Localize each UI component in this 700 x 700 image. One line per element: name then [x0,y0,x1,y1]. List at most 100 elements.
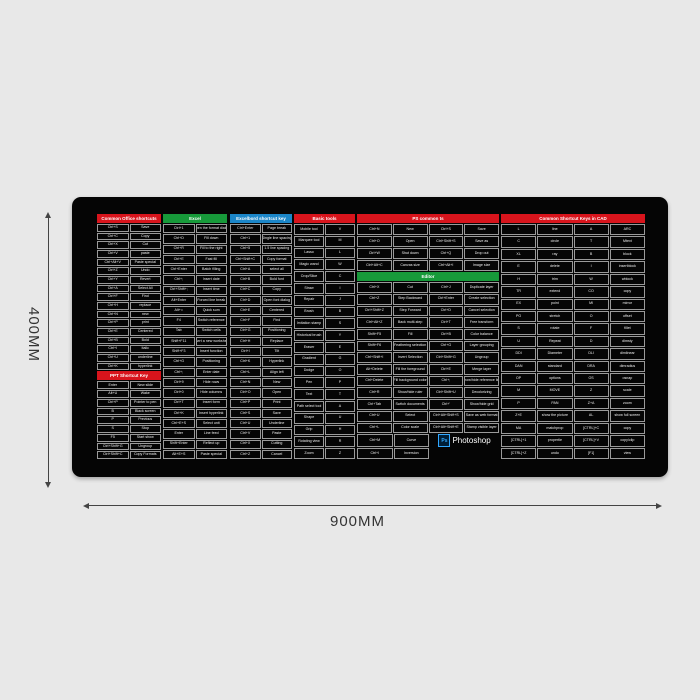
shortcut-action: Show/hide reference line [464,375,499,387]
shortcut-action: Paste special [195,449,227,460]
shortcut-row: Alt+U Wake [97,390,161,398]
shortcut-action: dimlinear [609,348,645,360]
shortcut-row: Ctrl+Shift+G Ungroup [97,442,161,451]
shortcut-key: [CTRL]+1 [501,435,537,447]
shortcut-key: Ctrl+O [357,236,392,248]
shortcut-action: Enter date [195,367,227,377]
shortcut-action: Bold font [261,275,292,285]
shortcut-action: Drop out [464,248,499,260]
shortcut-key: B [573,248,609,261]
shortcut-action: V [325,224,355,235]
shortcut-row: Alt+= Quick sum [163,306,227,316]
shortcut-key: Zoom [294,448,324,459]
shortcut-key: [CTRL]+V [573,435,609,447]
shortcut-action: Bold [129,336,161,345]
shortcut-action: Start show [129,433,161,442]
shortcut-row: Imitation stamp S [294,318,355,330]
shortcut-key: Ctrl+R [357,387,392,399]
shortcut-action: Forced line break [195,295,227,306]
shortcut-key: Ctrl+; [163,367,195,377]
width-dimension-line [86,505,656,506]
shortcut-action: Duplicate layer [464,282,499,293]
shortcut-row: Ctrl+R Fill to the right [163,244,227,254]
photoshop-logo-text: Photoshop [452,436,491,446]
shortcut-action: Switch cells [195,326,227,336]
shortcut-row: Ctrl+Shift+; Insert time [163,285,227,295]
shortcut-row: Ctrl+D Open font dialog [230,295,292,306]
shortcut-action: Align left [261,367,292,377]
shortcut-key: Ctrl+Delete [357,375,392,387]
shortcut-key: Ctrl+Alt+Z [357,317,392,328]
shortcut-key: Alt+Enter [163,295,195,306]
shortcut-key: Tab [163,326,195,336]
shortcut-row: Ctrl+; Insert date [163,275,227,285]
shortcut-action: Select [392,410,428,422]
shortcut-action: Replace [261,336,292,347]
shortcut-key: Historical brush [294,330,324,341]
shortcut-row: Ctrl+X Cut [97,241,161,250]
shortcut-key: Ctrl+G [163,357,195,367]
arrow-down-icon [45,482,51,491]
shortcut-action: Cut [129,241,161,250]
shortcut-key: Ctrl+K [163,408,195,419]
shortcut-key: Gradient [294,353,324,365]
shortcut-key: MA [501,422,537,435]
shortcut-key: Z [573,385,609,397]
shortcut-action: New [261,377,292,388]
shortcut-row: Ctrl+Alt+C Canvas size Ctrl+Alt+I Image siz… [357,260,499,272]
shortcut-row: Ctrl+A select all [230,265,292,275]
shortcut-action: scale [609,385,645,397]
shortcut-action: block [609,248,645,261]
shortcut-key: Ctrl+E [428,364,464,375]
shortcut-key: Ctrl+S [230,408,261,419]
shortcut-action: show the picture [537,410,573,422]
shortcut-row: Ctrl+Alt+V Paste special [97,258,161,267]
shortcut-key: Ctrl+J [428,282,464,293]
shortcut-row: P PAN Z+A zoom [501,397,645,410]
excel-section: Excel Ctrl+1Open the format dialogCtrl+D… [163,214,227,460]
shortcut-action: hyperlink [129,362,161,371]
height-label: 400MM [25,306,43,363]
shortcut-action: Canvas size [392,260,428,272]
shortcut-action: point [537,298,573,310]
shortcut-key: Ctrl+; [428,375,464,387]
shortcut-action: B [325,306,355,318]
shortcut-action: J [325,294,355,306]
shortcut-row: Ctrl+5 1.5 line spacing [230,244,292,254]
shortcut-key: Mobile tool [294,224,324,235]
word-header: Excelbord shortcut key [230,214,292,223]
shortcut-action: extend [537,286,573,298]
shortcut-row: Ctrl+A Select All [97,284,161,293]
shortcut-key: Ctrl+L [357,422,392,434]
shortcut-row: Lasso L [294,247,355,259]
shortcut-key: DAN [501,360,537,373]
shortcut-key: Ctrl+P [230,398,261,408]
shortcut-action: Fill down [195,234,227,244]
shortcut-action: Save as [464,236,499,248]
shortcut-key: Lasso [294,247,324,259]
shortcut-key: Grip [294,424,324,436]
shortcut-action: copy [609,286,645,298]
shortcut-action: Inversion [393,448,430,459]
shortcut-action: Ungroup [464,352,499,364]
shortcut-action: Single line spacing [261,234,292,244]
shortcut-action: Image size [464,260,499,272]
shortcut-row: Ctrl+P print [97,319,161,328]
shortcut-row: Straw I [294,282,355,294]
shortcut-key: Text [294,389,324,400]
shortcut-key: Ctrl+1 [230,234,261,244]
shortcut-action: Feathering selection [392,340,428,352]
shortcut-row: Ctrl+Shift+C Copy format [230,254,292,265]
shortcut-action: circle [537,236,573,248]
shortcut-action: Underline [261,419,292,429]
shortcut-row: Ctrl+M Curve Ps Photoshop [357,434,499,448]
shortcut-action: wblock [609,273,645,286]
shortcut-key: L [501,224,537,236]
shortcut-row: Ctrl+S Save [97,224,161,232]
height-dimension-line [48,214,49,484]
shortcut-action: Positioning [195,357,227,367]
shortcut-key: Ctrl+A [230,265,261,275]
width-label: 900MM [330,513,386,530]
shortcut-key: E [501,261,537,273]
